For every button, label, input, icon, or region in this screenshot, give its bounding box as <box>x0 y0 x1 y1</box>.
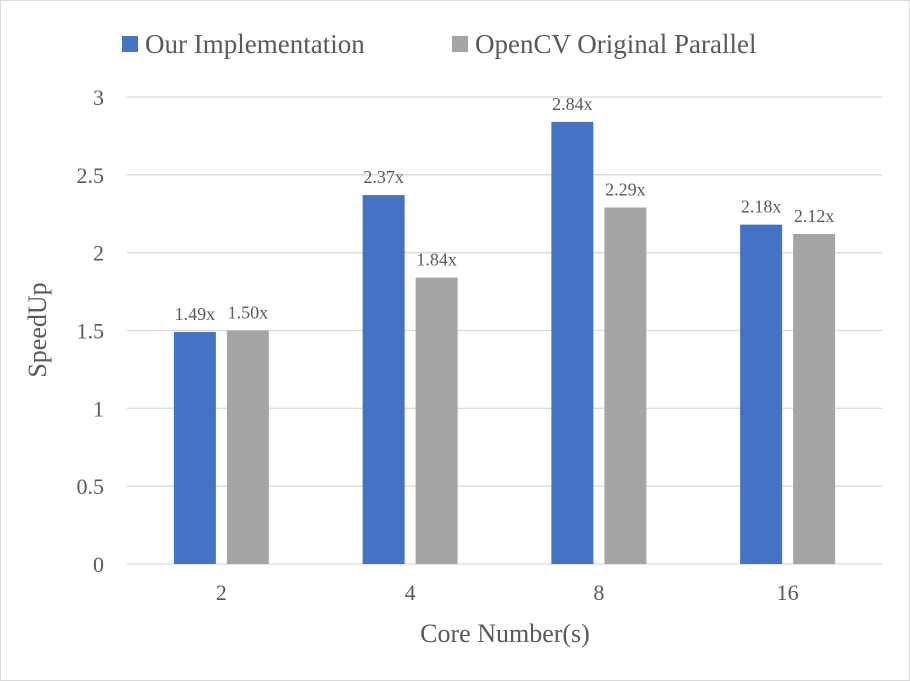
x-tick-label: 4 <box>405 580 416 605</box>
x-axis-tick-labels: 2 4 8 16 <box>216 580 799 605</box>
data-label: 1.84x <box>416 250 457 270</box>
bar-opencv-original-parallel-16 <box>793 233 836 564</box>
y-tick-label: 3 <box>93 85 104 110</box>
legend-label-our-implementation: Our Implementation <box>145 29 365 59</box>
bar-our-implementation-4 <box>362 195 405 564</box>
legend: Our Implementation OpenCV Original Paral… <box>122 29 756 59</box>
x-axis-title: Core Number(s) <box>420 619 590 648</box>
bars <box>173 121 836 565</box>
data-label: 2.12x <box>794 206 835 226</box>
y-axis-tick-labels: 0 0.5 1 1.5 2 2.5 3 <box>77 85 105 577</box>
bar-our-implementation-16 <box>740 224 783 564</box>
y-axis-title: SpeedUp <box>23 282 52 377</box>
data-label: 1.50x <box>228 303 269 323</box>
data-label: 2.37x <box>363 167 404 187</box>
x-tick-label: 2 <box>216 580 227 605</box>
data-label: 2.29x <box>605 180 646 200</box>
y-tick-label: 2.5 <box>77 163 105 188</box>
data-labels: 1.49x 1.50x 2.37x 1.84x 2.84x 2.29x 2.18x 2.12x <box>175 94 835 324</box>
legend-swatch-opencv-original-parallel <box>452 36 468 52</box>
x-tick-label: 16 <box>777 580 799 605</box>
bar-opencv-original-parallel-4 <box>415 277 458 564</box>
data-label: 1.49x <box>175 304 216 324</box>
bar-opencv-original-parallel-2 <box>226 330 269 564</box>
y-tick-label: 1 <box>93 396 104 421</box>
y-tick-label: 1.5 <box>77 319 105 344</box>
data-label: 2.84x <box>552 94 593 114</box>
y-tick-label: 0.5 <box>77 474 105 499</box>
y-tick-label: 0 <box>93 552 104 577</box>
data-label: 2.18x <box>741 197 782 217</box>
bar-our-implementation-8 <box>551 121 594 564</box>
x-tick-label: 8 <box>593 580 604 605</box>
legend-swatch-our-implementation <box>122 36 138 52</box>
bar-our-implementation-2 <box>173 332 216 564</box>
y-tick-label: 2 <box>93 241 104 266</box>
legend-label-opencv-original-parallel: OpenCV Original Parallel <box>475 29 756 59</box>
bar-opencv-original-parallel-8 <box>604 207 647 565</box>
